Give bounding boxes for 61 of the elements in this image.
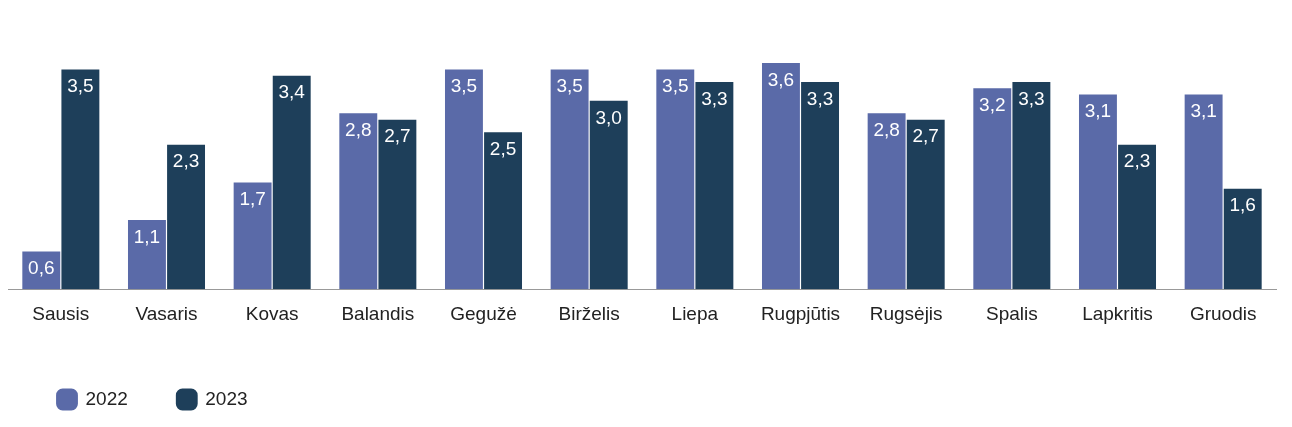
data-label: 3,0	[595, 106, 622, 128]
data-label: 2,7	[384, 125, 411, 147]
data-label: 3,5	[662, 75, 689, 97]
data-label: 2,3	[1123, 150, 1151, 172]
bar	[444, 69, 483, 290]
data-label: 0,6	[28, 257, 55, 279]
bar	[1118, 144, 1157, 290]
bar	[167, 144, 206, 290]
legend-label: 2022	[85, 387, 128, 409]
x-tick-label: Kovas	[245, 302, 299, 324]
bar	[1078, 94, 1117, 290]
data-label: 2,7	[912, 125, 939, 147]
legend-label: 2023	[205, 387, 248, 409]
bar	[761, 63, 800, 290]
x-tick-label: Birželis	[558, 302, 620, 324]
data-label: 3,5	[67, 75, 94, 97]
bar	[1223, 188, 1262, 290]
bar	[272, 75, 311, 290]
bar	[550, 69, 589, 290]
bar	[378, 119, 417, 290]
data-label: 2,3	[172, 150, 200, 172]
x-tick-label: Lapkritis	[1082, 302, 1153, 324]
data-label: 3,5	[556, 75, 583, 97]
bar	[656, 69, 695, 290]
data-label: 1,7	[239, 188, 266, 210]
data-label: 3,3	[1018, 87, 1045, 109]
data-label: 3,3	[701, 87, 728, 109]
bar	[589, 100, 628, 290]
bar	[801, 81, 840, 290]
data-label: 2,8	[873, 119, 900, 141]
bar	[339, 113, 378, 290]
data-label: 2,5	[489, 137, 517, 159]
data-label: 3,1	[1084, 100, 1112, 122]
x-tick-label: Sausis	[32, 302, 90, 324]
bar	[233, 182, 272, 290]
data-label: 3,4	[278, 81, 306, 103]
data-label: 2,8	[345, 119, 372, 141]
bar	[1012, 81, 1051, 290]
x-tick-label: Balandis	[341, 302, 415, 324]
x-tick-label: Spalis	[985, 302, 1038, 324]
x-tick-label: Rugsėjis	[869, 302, 943, 324]
bar	[61, 69, 100, 290]
x-tick-label: Gegužė	[450, 302, 517, 324]
bar	[906, 119, 945, 290]
data-label: 3,3	[806, 87, 834, 109]
data-label: 3,1	[1190, 100, 1217, 122]
x-tick-label: Rugpjūtis	[760, 302, 841, 324]
data-label: 3,2	[979, 93, 1006, 115]
x-tick-label: Gruodis	[1189, 302, 1257, 324]
bar	[973, 88, 1012, 290]
bar	[1184, 94, 1223, 290]
bar	[867, 113, 906, 290]
bar	[484, 132, 523, 290]
data-label: 1,6	[1229, 194, 1256, 216]
data-label: 1,1	[133, 225, 161, 247]
x-tick-label: Vasaris	[135, 302, 198, 324]
bar	[127, 220, 166, 290]
bar	[695, 81, 734, 290]
data-label: 3,5	[450, 75, 478, 97]
data-label: 3,6	[767, 68, 795, 90]
x-tick-label: Liepa	[671, 302, 719, 324]
